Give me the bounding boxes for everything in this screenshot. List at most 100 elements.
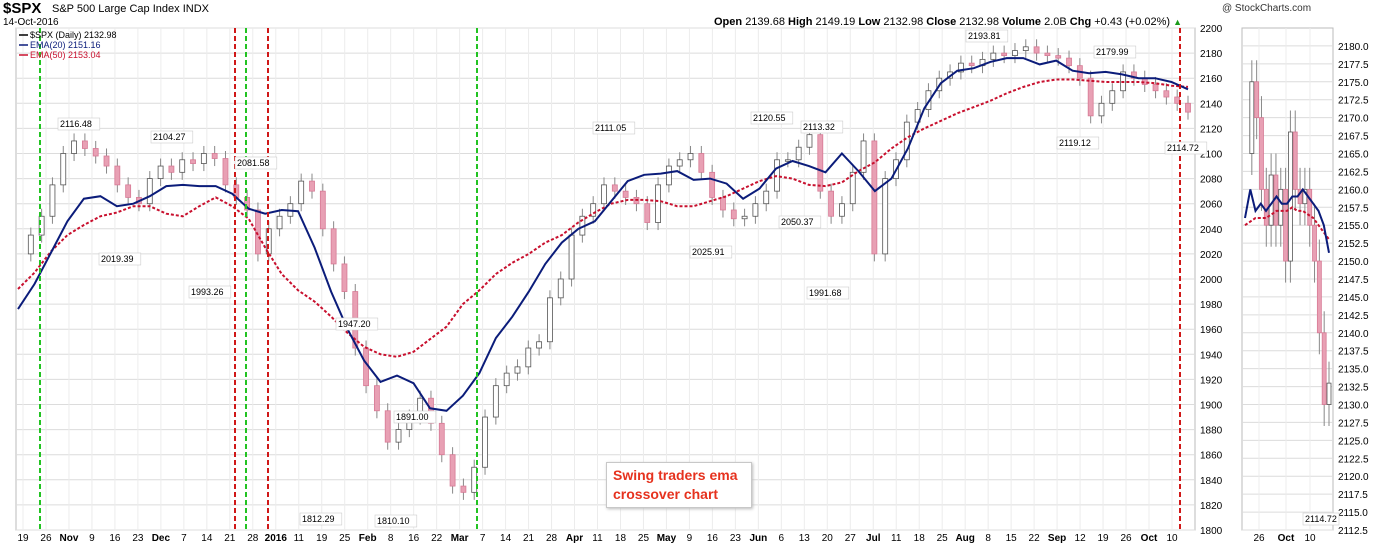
y-tick-label: 2060 bbox=[1200, 200, 1223, 211]
zoom-y-tick-label: 2117.5 bbox=[1338, 490, 1368, 501]
close-value: 2132.98 bbox=[959, 16, 1000, 28]
zoom-price-candle bbox=[1321, 332, 1327, 405]
annotation-box bbox=[806, 286, 850, 300]
x-tick-label: 25 bbox=[937, 533, 949, 544]
x-tick-label: 8 bbox=[985, 533, 991, 544]
annotation-label: 1947.20 bbox=[338, 319, 371, 329]
y-tick-label: 2120 bbox=[1200, 124, 1223, 135]
annotation-label: 2019.39 bbox=[101, 254, 134, 264]
price-candle bbox=[990, 52, 997, 60]
callout-box: Swing traders ema crossover chart bbox=[606, 462, 752, 508]
x-tick-label: 11 bbox=[592, 533, 603, 544]
price-candle bbox=[1066, 57, 1072, 67]
price-candle bbox=[1152, 84, 1159, 92]
x-tick-label: 11 bbox=[891, 533, 902, 544]
zoom-y-tick-label: 2170.0 bbox=[1338, 114, 1369, 125]
annotation-label: 2111.05 bbox=[595, 123, 626, 133]
exchange-label: INDX bbox=[182, 3, 209, 15]
zoom-price-candle bbox=[1326, 382, 1332, 405]
price-candle bbox=[709, 171, 716, 198]
price-candle bbox=[395, 429, 402, 443]
price-candle bbox=[698, 153, 705, 173]
y-tick-label: 2000 bbox=[1200, 275, 1223, 286]
high-value: 2149.19 bbox=[815, 16, 856, 28]
zoom-price-candle bbox=[1254, 81, 1260, 119]
zoom-price-candle bbox=[1268, 174, 1274, 226]
price-candle bbox=[114, 165, 121, 186]
index-full-name: S&P 500 Large Cap Index bbox=[52, 3, 180, 15]
zoom-y-tick-label: 2167.5 bbox=[1338, 132, 1369, 143]
price-candle bbox=[622, 190, 629, 198]
price-candle bbox=[222, 158, 229, 186]
price-candle bbox=[92, 148, 99, 157]
price-candle bbox=[38, 215, 45, 236]
annotation-label: 2119.12 bbox=[1059, 138, 1091, 148]
price-candle bbox=[557, 278, 564, 299]
annotation-box bbox=[778, 215, 822, 229]
zoom-y-tick-label: 2152.5 bbox=[1338, 239, 1369, 250]
zoom-y-tick-label: 2160.0 bbox=[1338, 185, 1369, 196]
x-tick-label: 19 bbox=[1097, 533, 1109, 544]
price-candle bbox=[1098, 102, 1105, 117]
y-tick-label: 2040 bbox=[1200, 225, 1223, 236]
x-tick-label: Mar bbox=[451, 533, 469, 544]
price-candle bbox=[849, 171, 856, 205]
price-candle bbox=[763, 190, 770, 205]
price-candle bbox=[1087, 77, 1094, 117]
x-tick-label: 27 bbox=[845, 533, 857, 544]
x-tick-label: 14 bbox=[201, 533, 213, 544]
annotation-box bbox=[750, 111, 794, 125]
open-value: 2139.68 bbox=[745, 16, 785, 28]
price-candle bbox=[341, 263, 348, 292]
price-candle bbox=[1109, 90, 1116, 104]
price-candle bbox=[1185, 102, 1191, 113]
zoom-y-tick-label: 2140.0 bbox=[1338, 329, 1369, 340]
zoom-y-tick-label: 2145.0 bbox=[1338, 293, 1369, 304]
x-tick-label: Sep bbox=[1048, 533, 1066, 544]
annotation-box bbox=[965, 29, 1009, 43]
x-tick-label: 21 bbox=[224, 533, 236, 544]
price-candle bbox=[125, 184, 132, 198]
price-candle bbox=[752, 203, 759, 217]
annotation-label: 2025.91 bbox=[692, 247, 725, 257]
x-tick-label: May bbox=[657, 533, 677, 544]
x-tick-label: 12 bbox=[1075, 533, 1087, 544]
price-candle bbox=[828, 190, 835, 217]
low-label: Low bbox=[858, 16, 881, 28]
x-tick-label: 25 bbox=[339, 533, 351, 544]
annotation-box bbox=[374, 514, 418, 528]
callout-line-1: Swing traders ema bbox=[613, 467, 738, 483]
ticker-symbol: $SPX bbox=[3, 0, 42, 17]
price-candle bbox=[860, 140, 867, 173]
price-candle bbox=[438, 422, 445, 456]
price-candle bbox=[806, 134, 813, 148]
zoom-y-tick-label: 2120.0 bbox=[1338, 472, 1369, 483]
price-candle bbox=[871, 140, 878, 255]
price-candle bbox=[968, 62, 975, 67]
zoom-y-tick-label: 2142.5 bbox=[1338, 311, 1369, 322]
x-tick-label: 23 bbox=[132, 533, 144, 544]
x-tick-label: 7 bbox=[480, 533, 486, 544]
annotation-label: 1891.00 bbox=[396, 412, 429, 422]
x-tick-label: 25 bbox=[638, 533, 650, 544]
price-candle bbox=[1012, 50, 1018, 57]
x-tick-label: 22 bbox=[431, 533, 443, 544]
zoom-y-tick-label: 2175.0 bbox=[1338, 78, 1369, 89]
price-candle bbox=[957, 62, 964, 73]
x-tick-label: 18 bbox=[914, 533, 926, 544]
y-tick-label: 1900 bbox=[1200, 401, 1223, 412]
price-candle bbox=[903, 121, 910, 161]
price-candle bbox=[157, 165, 164, 180]
price-candle bbox=[103, 155, 110, 167]
annotation-label: 2179.99 bbox=[1096, 47, 1129, 57]
zoom-y-tick-label: 2132.5 bbox=[1338, 383, 1369, 394]
annotation-box bbox=[335, 317, 379, 331]
zoom-ema20-line bbox=[1244, 187, 1330, 253]
zoom-price-candle bbox=[1307, 188, 1313, 226]
y-tick-label: 1820 bbox=[1200, 501, 1223, 512]
price-candle bbox=[1163, 90, 1170, 98]
annotation-label: 2116.48 bbox=[60, 119, 92, 129]
price-candle bbox=[460, 485, 467, 493]
y-tick-label: 1840 bbox=[1200, 476, 1223, 487]
x-tick-label: Feb bbox=[359, 533, 377, 544]
